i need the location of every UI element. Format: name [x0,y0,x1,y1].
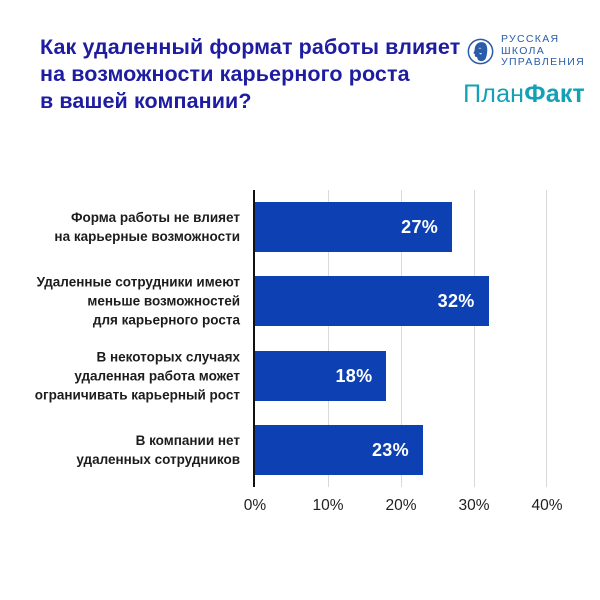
gridline [546,190,547,487]
x-axis: 0% 10% 20% 30% 40% [244,497,563,517]
bar-value-label: 18% [335,365,373,386]
x-tick: 0% [243,497,267,514]
x-tick: 30% [458,497,490,514]
bar-value-label: 32% [437,290,475,311]
x-tick: 20% [385,497,417,514]
rsu-emblem-face-icon [467,38,494,65]
category-label: В некоторых случаях удаленная работа мож… [34,349,240,403]
gridline [401,190,402,487]
planfact-logo: ПланФакт [463,80,585,109]
y-axis-line [253,190,255,487]
bar: 27% [255,202,453,252]
x-tick: 10% [312,497,344,514]
category-label: В компании нет удаленных сотрудников [76,433,240,467]
bar: 23% [255,425,423,475]
rsu-logo: РУССКАЯ ШКОЛА УПРАВЛЕНИЯ [467,33,585,69]
gridline [328,190,329,487]
category-label: Удаленные сотрудники имеют меньше возмож… [36,274,240,328]
gridline [474,190,475,487]
planfact-logo-part2: Факт [524,80,585,108]
category-label: Форма работы не влияет на карьерные возм… [54,210,240,244]
x-tick: 40% [531,497,563,514]
rsu-logo-text: РУССКАЯ ШКОЛА УПРАВЛЕНИЯ [500,33,585,68]
bar: 18% [255,351,387,401]
planfact-logo-part1: План [463,80,525,108]
chart-question-title: Как удаленный формат работы влияет на во… [40,35,461,113]
bar: 32% [255,276,489,326]
bar-value-label: 23% [371,439,409,460]
bar-value-label: 27% [401,216,439,237]
plot-area: 27% 32% 18% 23% [253,190,547,487]
